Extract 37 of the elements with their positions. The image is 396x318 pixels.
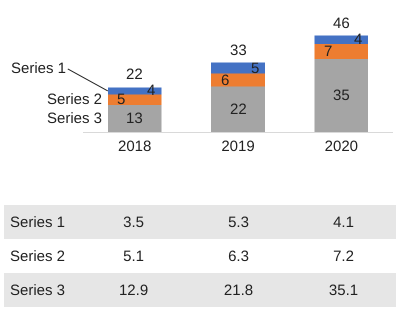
bar <box>108 94 162 106</box>
annotation: 13 <box>126 110 143 127</box>
series-label: Series 2 <box>47 91 102 108</box>
x-tick-label: 2018 <box>118 138 152 155</box>
annotation: 5 <box>251 60 260 77</box>
bar <box>314 44 368 60</box>
total-label: 22 <box>126 66 143 83</box>
total-label: 33 <box>230 42 247 59</box>
data-label: 5.1 <box>122 246 145 266</box>
text: Series 1 <box>11 60 66 77</box>
annotation: 35 <box>333 87 350 104</box>
annotation: 6 <box>221 72 230 89</box>
bar <box>211 86 265 132</box>
data-label: 35.1 <box>291 273 396 307</box>
data-label: 12.9 <box>81 273 186 307</box>
data-label: 21.8 <box>186 273 291 307</box>
data-label: 4.1 <box>291 205 396 239</box>
annotation: 22 <box>230 101 247 118</box>
text: Series 2 <box>10 248 66 264</box>
data-label: 5.3 <box>186 205 291 239</box>
bar <box>108 105 162 132</box>
data-label: 7.2 <box>332 246 355 266</box>
data-label: 6.3 <box>227 246 250 266</box>
annotation: 7 <box>324 43 332 60</box>
total-label: 46 <box>333 15 350 32</box>
bar <box>314 36 368 44</box>
series-label: Series 3 <box>47 110 102 127</box>
bar <box>211 62 265 74</box>
annotation: 4 <box>354 31 362 48</box>
x-tick-label: 2019 <box>221 138 255 155</box>
text: Series 1 <box>10 214 66 230</box>
bar <box>211 74 265 87</box>
x-tick-label: 2020 <box>324 138 358 155</box>
data-label: 3.5 <box>81 205 186 239</box>
annotation: 5 <box>117 91 126 108</box>
bar <box>314 59 368 132</box>
text: Series 3 <box>10 282 66 298</box>
